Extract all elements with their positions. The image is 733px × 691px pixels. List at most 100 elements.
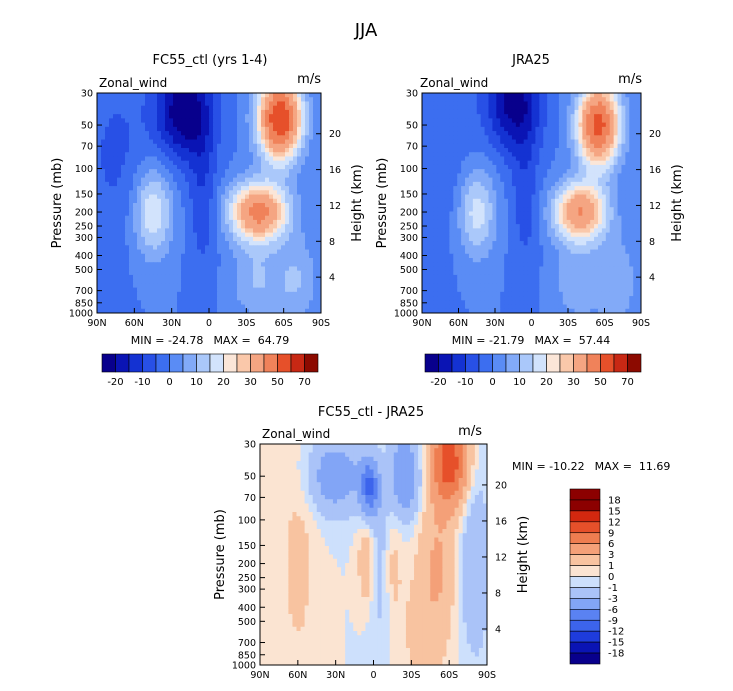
heatmap-cell: [133, 241, 138, 246]
heatmap-cell: [484, 105, 490, 111]
heatmap-cell: [293, 215, 298, 221]
heatmap-cell: [213, 203, 218, 208]
heatmap-cell: [221, 135, 226, 141]
heatmap-cell: [578, 160, 583, 166]
heatmap-cell: [547, 131, 552, 136]
heatmap-cell: [277, 126, 282, 132]
heatmap-cell: [281, 186, 286, 191]
heatmap-cell: [237, 143, 242, 149]
heatmap-cell: [285, 173, 290, 179]
heatmap-cell: [237, 118, 242, 124]
heatmap-cell: [269, 186, 274, 191]
heatmap-cell: [422, 93, 427, 98]
heatmap-cell: [245, 270, 250, 276]
heatmap-cell: [637, 198, 641, 204]
heatmap-cell: [273, 164, 278, 170]
heatmap-cell: [153, 114, 158, 119]
heatmap-cell: [496, 203, 501, 208]
heatmap-cell: [484, 156, 490, 162]
heatmap-cell: [527, 93, 533, 98]
heatmap-cell: [213, 270, 218, 276]
heatmap-cell: [153, 270, 158, 276]
heatmap-cell: [570, 203, 576, 208]
heatmap-cell: [508, 156, 513, 162]
heatmap-cell: [539, 109, 544, 115]
heatmap-cell: [141, 152, 146, 158]
heatmap-cell: [113, 186, 118, 191]
heatmap-cell: [554, 232, 560, 238]
heatmap-cell: [229, 122, 234, 128]
heatmap-cell: [500, 122, 505, 128]
heatmap-cell: [293, 262, 298, 268]
heatmap-cell: [582, 101, 587, 107]
heatmap-cell: [113, 279, 118, 284]
heatmap-cell: [629, 93, 634, 98]
heatmap-cell: [586, 160, 591, 166]
heatmap-cell: [277, 122, 282, 128]
heatmap-cell: [233, 131, 238, 136]
heatmap-cell: [201, 135, 206, 141]
heatmap-cell: [285, 258, 290, 263]
heatmap-cell: [221, 143, 226, 149]
y-tick-label: 1000: [69, 309, 93, 320]
heatmap-cell: [586, 122, 591, 128]
heatmap-cell: [233, 93, 238, 98]
heatmap-cell: [193, 139, 198, 145]
heatmap-cell: [465, 164, 470, 170]
heatmap-cell: [149, 228, 154, 234]
heatmap-cell: [277, 164, 282, 170]
heatmap-cell: [461, 211, 466, 217]
heatmap-cell: [285, 241, 290, 246]
heatmap-cell: [317, 296, 321, 301]
heatmap-cell: [173, 143, 178, 149]
heatmap-cell: [105, 156, 110, 162]
heatmap-cell: [137, 114, 142, 119]
heatmap-cell: [249, 304, 254, 310]
heatmap-cell: [197, 219, 202, 225]
heatmap-cell: [125, 215, 130, 221]
heatmap-cell: [225, 93, 230, 98]
heatmap-cell: [117, 181, 122, 187]
heatmap-cell: [285, 109, 290, 115]
heatmap-cell: [157, 101, 162, 107]
heatmap-cell: [425, 164, 431, 170]
heatmap-cell: [129, 279, 134, 284]
heatmap-cell: [185, 93, 190, 98]
heatmap-cell: [257, 266, 262, 272]
heatmap-cell: [181, 109, 186, 115]
heatmap-cell: [105, 173, 110, 179]
heatmap-cell: [309, 304, 314, 310]
heatmap-cell: [205, 173, 210, 179]
heatmap-cell: [472, 224, 478, 229]
heatmap-cell: [609, 207, 615, 213]
heatmap-cell: [217, 232, 222, 238]
heatmap-cell: [205, 152, 210, 158]
heatmap-cell: [125, 139, 130, 145]
heatmap-cell: [157, 177, 162, 183]
heatmap-cell: [97, 148, 102, 153]
heatmap-cell: [153, 131, 158, 136]
heatmap-cell: [173, 207, 178, 213]
heatmap-cell: [209, 274, 214, 280]
heatmap-cell: [205, 186, 210, 191]
heatmap-cell: [245, 118, 250, 124]
heatmap-cell: [257, 169, 262, 174]
heatmap-cell: [165, 304, 170, 310]
heatmap-cell: [527, 232, 533, 238]
heatmap-cell: [221, 105, 226, 111]
heatmap-cell: [145, 156, 150, 162]
heatmap-cell: [527, 148, 533, 153]
heatmap-cell: [265, 253, 270, 259]
heatmap-cell: [225, 186, 230, 191]
heatmap-cell: [496, 219, 501, 225]
heatmap-cell: [121, 296, 126, 301]
heatmap-cell: [633, 93, 638, 98]
heatmap-cell: [161, 283, 166, 289]
heatmap-cell: [566, 152, 572, 158]
heatmap-cell: [217, 291, 222, 297]
heatmap-cell: [145, 198, 150, 204]
heatmap-cell: [249, 258, 254, 263]
heatmap-cell: [233, 156, 238, 162]
heatmap-cell: [253, 207, 258, 213]
heatmap-cell: [496, 236, 501, 242]
